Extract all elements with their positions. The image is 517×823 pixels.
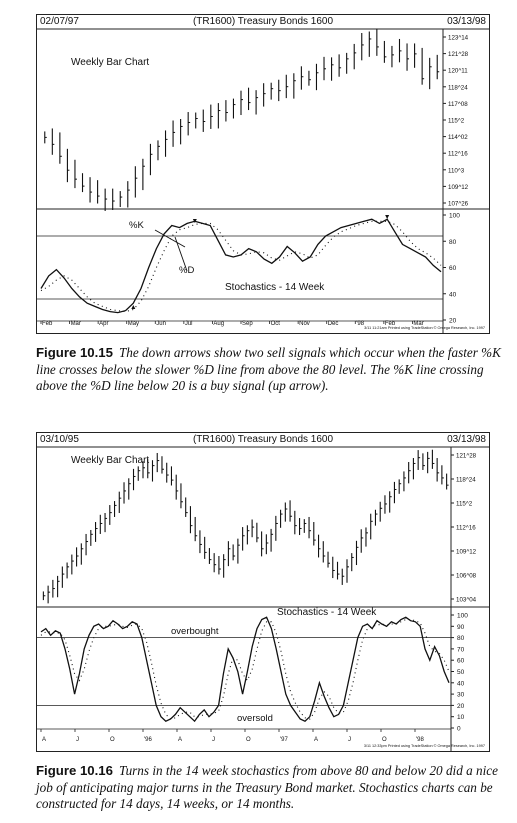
time-tick-label: Aug [213, 321, 224, 327]
stoch-tick-label: 50 [457, 669, 465, 676]
time-tick-label: O [246, 737, 251, 743]
header-start-date: 02/07/97 [40, 16, 79, 27]
time-tick-label: Apr [99, 321, 108, 327]
header-end-date: 03/13/98 [447, 16, 486, 27]
time-tick-label: A [314, 737, 318, 743]
stoch-tick-label: 20 [449, 318, 457, 325]
sell-signal-arrow [385, 215, 390, 219]
price-panel-title: Weekly Bar Chart [71, 57, 149, 68]
time-tick-label: Mar [71, 321, 81, 327]
price-tick-label: 109^12 [456, 549, 477, 556]
stoch-tick-label: 80 [457, 635, 465, 642]
chart-canvas: 121^28 118^24 115^2 112^16 109^12 106^08 103^0… [37, 446, 489, 751]
price-tick-label: 112^16 [448, 151, 468, 158]
software-credit: 3/11 12:33pm Printed using TradeStation … [364, 744, 485, 748]
price-tick-label: 115^2 [448, 118, 465, 125]
percent-k-line [40, 218, 442, 314]
caption-text: Turns in the 14 week stochastics from ab… [36, 763, 498, 811]
time-tick-label: Feb [42, 321, 53, 327]
time-tick-label: O [382, 737, 387, 743]
time-tick-label: Sep [242, 321, 253, 327]
software-credit: 3/11 11:21am Printed using TradeStation … [364, 326, 485, 330]
chart-annotation: oversold [237, 713, 273, 724]
percent-d-line [40, 220, 442, 313]
time-tick-label: Mar [413, 321, 423, 327]
header-end-date: 03/13/98 [447, 434, 486, 445]
price-tick-label: 121^28 [448, 51, 469, 58]
price-tick-label: 120^11 [448, 68, 468, 75]
stoch-tick-label: 60 [457, 658, 465, 665]
time-tick-label: Jul [185, 321, 193, 327]
time-tick-label: J [212, 737, 215, 743]
price-panel-title: Weekly Bar Chart [71, 455, 149, 466]
stoch-tick-label: 70 [457, 646, 465, 653]
stoch-tick-label: 10 [457, 714, 465, 721]
percent-k-line [40, 616, 450, 723]
price-tick-label: 117^08 [448, 101, 468, 108]
stoch-tick-label: 90 [457, 624, 465, 631]
sell-signal-arrow [192, 219, 197, 223]
time-tick-label: '96 [144, 737, 152, 743]
price-tick-label: 103^04 [456, 597, 477, 604]
annotation-pointer [154, 229, 186, 248]
time-tick-label: Jun [156, 321, 166, 327]
time-tick-label: A [178, 737, 182, 743]
chart-annotation: %K [129, 220, 144, 231]
stoch-tick-label: 20 [457, 703, 465, 710]
stoch-tick-label: 80 [449, 239, 457, 246]
time-tick-label: Oct [271, 321, 281, 327]
price-tick-label: 114^02 [448, 134, 468, 141]
price-tick-label: 110^3 [448, 167, 465, 174]
caption-text: The down arrows show two sell signals wh… [36, 345, 501, 393]
stoch-panel-title: Stochastics - 14 Week [225, 282, 325, 293]
chart-header: 02/07/97 (TR1600) Treasury Bonds 1600 03… [37, 15, 489, 29]
stoch-tick-label: 40 [457, 680, 465, 687]
figure-10-15-chart: 02/07/97 (TR1600) Treasury Bonds 1600 03… [36, 14, 490, 334]
annotation-pointer [174, 236, 188, 272]
caption-label: Figure 10.16 [36, 763, 113, 778]
time-tick-label: '97 [280, 737, 288, 743]
time-tick-label: Feb [385, 321, 396, 327]
price-tick-label: 118^24 [456, 477, 476, 484]
time-tick-label: O [110, 737, 115, 743]
stoch-panel-title: Stochastics - 14 Week [277, 607, 377, 618]
price-tick-label: 112^16 [456, 525, 476, 532]
price-tick-label: 121^28 [456, 453, 477, 460]
stoch-tick-label: 100 [457, 613, 468, 620]
header-title: (TR1600) Treasury Bonds 1600 [192, 434, 334, 445]
stoch-tick-label: 100 [449, 213, 460, 220]
price-tick-label: 109^12 [448, 184, 469, 191]
chart-annotation: overbought [171, 626, 219, 637]
stoch-tick-label: 60 [449, 265, 457, 272]
figure-10-16-caption: Figure 10.16 Turns in the 14 week stochas… [36, 763, 506, 813]
time-tick-label: '98 [356, 321, 364, 327]
time-tick-label: Nov [299, 321, 310, 327]
header-start-date: 03/10/95 [40, 434, 79, 445]
caption-label: Figure 10.15 [36, 345, 113, 360]
time-tick-label: May [128, 321, 139, 327]
percent-d-line [40, 618, 450, 720]
buy-signal-arrow [131, 305, 136, 309]
chart-canvas: 123^14 121^28 120^11 118^24 117^08 115^2 114^0… [37, 28, 489, 333]
time-tick-label: Dec [328, 321, 339, 327]
price-tick-label: 107^26 [448, 201, 469, 208]
figure-10-15-caption: Figure 10.15 The down arrows show two sel… [36, 345, 506, 395]
price-tick-label: 115^2 [456, 501, 473, 508]
stoch-tick-label: 30 [457, 692, 465, 699]
time-tick-label: J [76, 737, 79, 743]
header-title: (TR1600) Treasury Bonds 1600 [192, 16, 334, 27]
time-tick-label: J [348, 737, 351, 743]
time-tick-label: '98 [416, 737, 424, 743]
time-tick-label: A [42, 737, 46, 743]
stoch-tick-label: 40 [449, 291, 457, 298]
chart-header: 03/10/95 (TR1600) Treasury Bonds 1600 03… [37, 433, 489, 447]
price-tick-label: 106^08 [456, 573, 477, 580]
stoch-tick-label: 0 [457, 726, 461, 733]
price-tick-label: 123^14 [448, 35, 469, 42]
figure-10-16-chart: 03/10/95 (TR1600) Treasury Bonds 1600 03… [36, 432, 490, 752]
price-tick-label: 118^24 [448, 84, 468, 91]
